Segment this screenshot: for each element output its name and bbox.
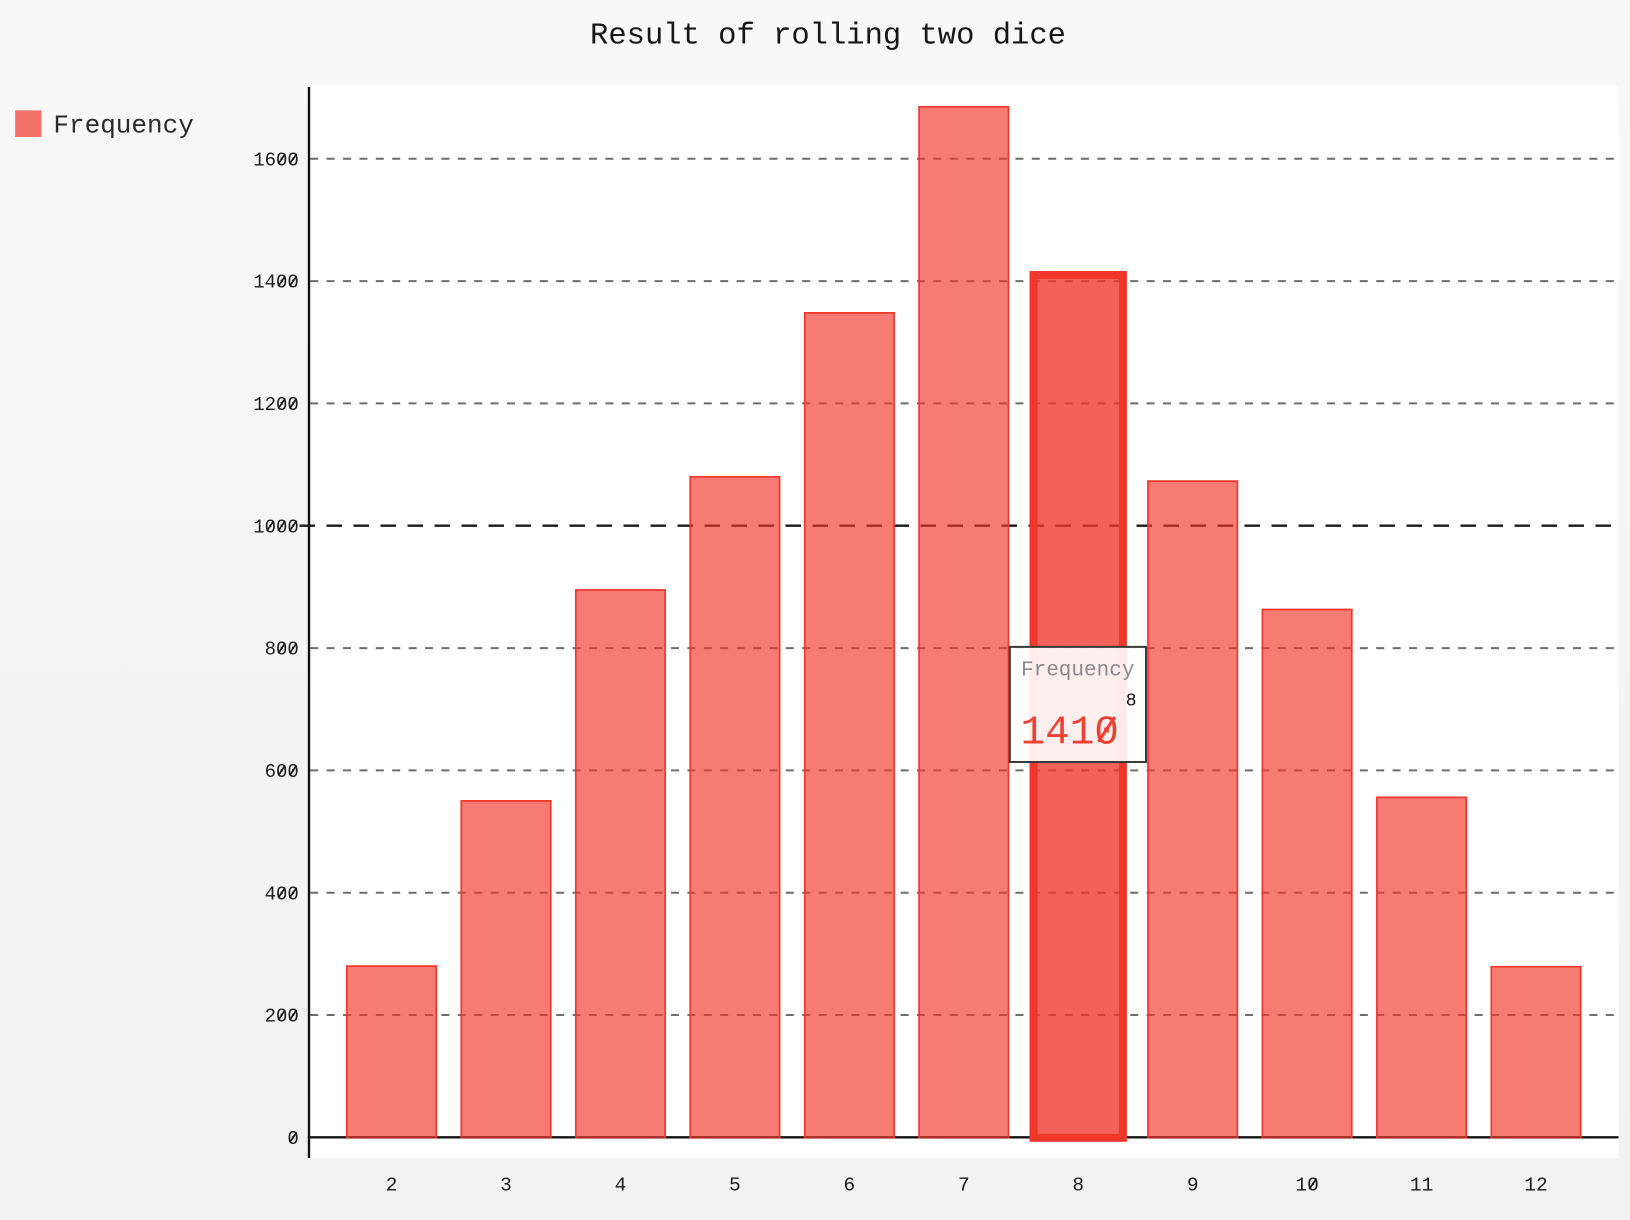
svg-text:Frequency: Frequency	[1021, 660, 1134, 683]
svg-text:Result of rolling two dice: Result of rolling two dice	[590, 20, 1066, 54]
svg-text:1000: 1000	[253, 516, 299, 538]
svg-text:4: 4	[615, 1175, 627, 1197]
svg-text:9: 9	[1187, 1175, 1199, 1197]
svg-text:2: 2	[386, 1175, 398, 1197]
svg-text:Frequency: Frequency	[53, 110, 193, 140]
svg-text:5: 5	[729, 1175, 741, 1197]
svg-text:3: 3	[500, 1175, 512, 1197]
svg-text:6: 6	[844, 1175, 856, 1197]
svg-text:10: 10	[1295, 1175, 1318, 1197]
svg-text:1200: 1200	[253, 394, 299, 416]
svg-text:8: 8	[1072, 1175, 1084, 1197]
svg-text:1600: 1600	[253, 149, 299, 171]
svg-text:1400: 1400	[253, 272, 299, 294]
svg-text:12: 12	[1524, 1175, 1547, 1197]
svg-text:11: 11	[1410, 1175, 1433, 1197]
svg-text:8: 8	[1126, 692, 1137, 712]
svg-text:7: 7	[958, 1175, 970, 1197]
